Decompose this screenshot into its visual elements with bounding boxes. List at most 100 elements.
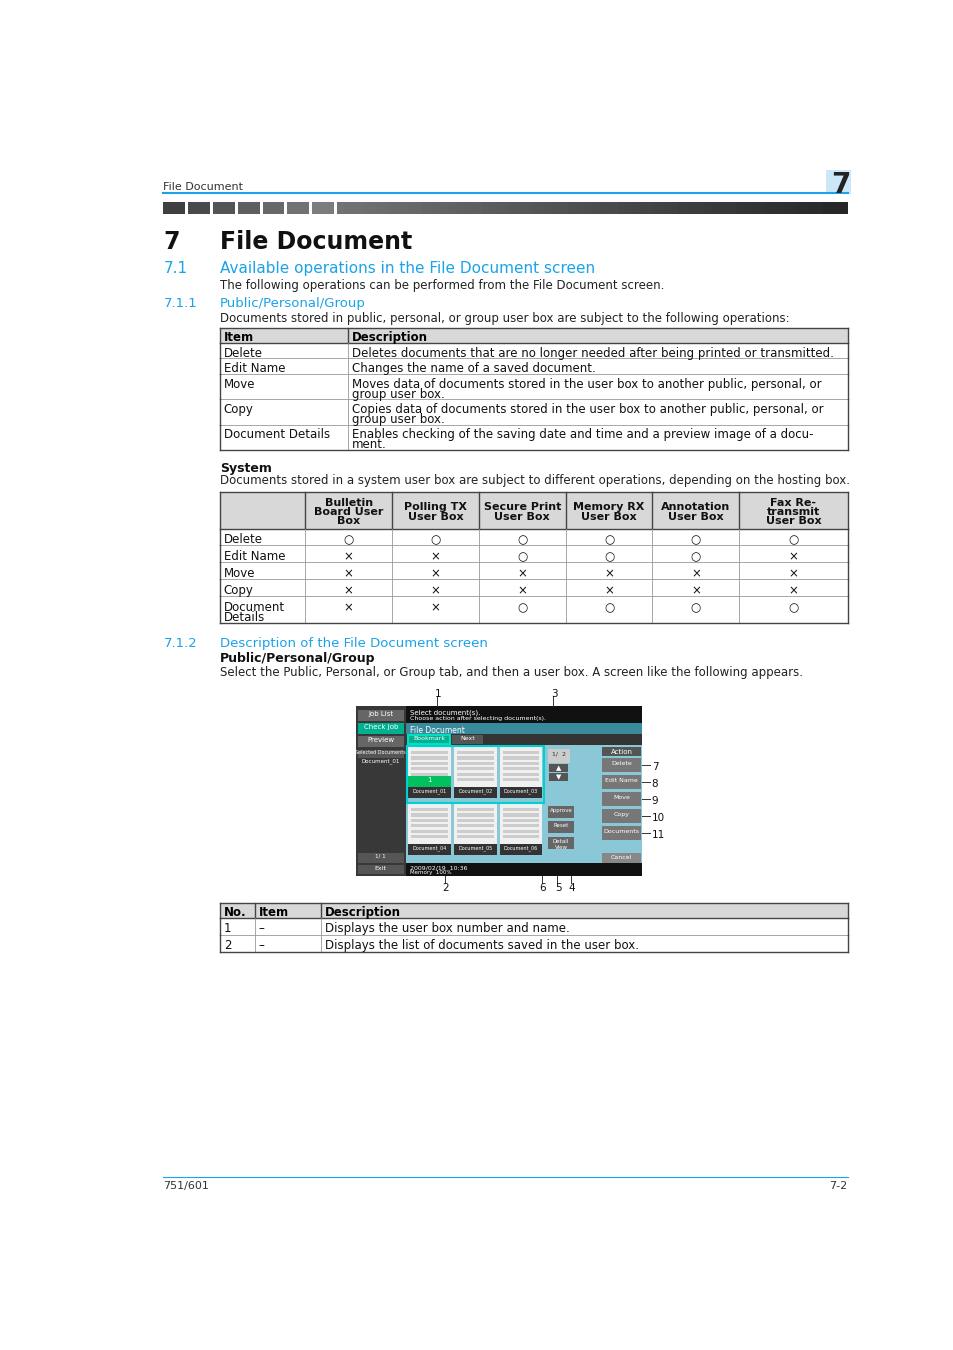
Bar (430, 202, 439, 215)
Bar (220, 400, 847, 424)
Text: ○: ○ (517, 549, 527, 563)
Text: ○: ○ (603, 601, 614, 614)
Bar (601, 792, 640, 806)
Bar (502, 767, 538, 771)
Bar (220, 424, 847, 450)
Bar (456, 836, 493, 838)
Bar (456, 202, 465, 215)
Bar (601, 853, 640, 863)
Text: User Box: User Box (407, 512, 463, 521)
Text: Move: Move (224, 567, 255, 580)
Bar (357, 749, 403, 757)
Text: 3: 3 (550, 690, 557, 699)
Bar (540, 202, 550, 215)
Text: Document_01: Document_01 (412, 788, 446, 794)
Bar (456, 809, 493, 811)
Text: ×: × (690, 567, 700, 580)
Text: Memory  100%: Memory 100% (410, 871, 451, 875)
Bar (438, 202, 448, 215)
Bar (499, 844, 542, 855)
Bar (502, 836, 538, 838)
Bar (220, 328, 847, 343)
Bar (456, 778, 493, 782)
Text: 1/  2: 1/ 2 (551, 752, 565, 757)
Text: ○: ○ (690, 549, 700, 563)
Bar (502, 809, 538, 811)
Text: ×: × (788, 549, 798, 563)
Text: 6: 6 (538, 883, 545, 894)
Text: Secure Print: Secure Print (483, 502, 560, 513)
Text: Description: Description (324, 906, 400, 919)
Text: Documents stored in a system user box are subject to different operations, depen: Documents stored in a system user box ar… (220, 474, 849, 487)
Bar (600, 202, 609, 215)
Bar (549, 774, 567, 782)
Bar (456, 830, 493, 833)
Bar (220, 374, 847, 400)
Text: Preview: Preview (367, 737, 394, 744)
Text: group user box.: group user box. (352, 387, 444, 401)
Bar (454, 787, 497, 798)
Bar (502, 814, 538, 817)
Text: ×: × (343, 585, 354, 597)
Bar (411, 830, 447, 833)
Bar (456, 756, 493, 760)
Text: Document_02: Document_02 (457, 788, 492, 794)
Text: Document_04: Document_04 (412, 845, 446, 852)
Text: ×: × (788, 585, 798, 597)
Bar (406, 734, 641, 745)
Text: Item: Item (224, 331, 253, 344)
Bar (411, 767, 447, 771)
Bar (408, 787, 451, 798)
Bar (524, 202, 533, 215)
Text: ment.: ment. (352, 439, 386, 451)
Text: ○: ○ (517, 601, 527, 614)
Text: ○: ○ (690, 601, 700, 614)
Bar (414, 202, 422, 215)
Text: The following operations can be performed from the File Document screen.: The following operations can be performe… (220, 279, 663, 292)
Bar (601, 775, 640, 788)
Text: 1: 1 (435, 690, 441, 699)
Text: 7: 7 (830, 171, 849, 200)
Bar (454, 805, 497, 844)
Text: ○: ○ (603, 549, 614, 563)
Bar (839, 202, 847, 215)
Bar (220, 358, 847, 374)
Text: 7.1.1: 7.1.1 (163, 297, 197, 309)
Bar (345, 202, 355, 215)
Bar (407, 734, 450, 744)
Text: Approve: Approve (549, 809, 572, 813)
Bar (502, 819, 538, 822)
Bar (220, 579, 847, 597)
Text: ○: ○ (603, 533, 614, 547)
Text: Action: Action (610, 749, 632, 755)
Text: Next: Next (460, 736, 475, 741)
Text: ×: × (517, 585, 527, 597)
Text: Document_05: Document_05 (457, 845, 492, 852)
Bar (720, 202, 728, 215)
Bar (454, 844, 497, 855)
Text: Deletes documents that are no longer needed after being printed or transmitted.: Deletes documents that are no longer nee… (352, 347, 833, 360)
Bar (355, 706, 406, 876)
Bar (411, 778, 447, 782)
Text: Copies data of documents stored in the user box to another public, personal, or: Copies data of documents stored in the u… (352, 404, 822, 416)
Text: group user box.: group user box. (352, 413, 444, 427)
Text: Document Details: Document Details (224, 428, 330, 441)
Bar (220, 597, 847, 624)
Bar (796, 202, 804, 215)
Text: Documents: Documents (603, 829, 639, 834)
Text: ○: ○ (787, 601, 798, 614)
Bar (575, 202, 583, 215)
Bar (357, 724, 403, 734)
Text: Choose action after selecting document(s).: Choose action after selecting document(s… (410, 716, 545, 721)
Bar (502, 756, 538, 760)
Bar (761, 202, 771, 215)
Bar (532, 202, 541, 215)
Bar (481, 202, 490, 215)
Bar (499, 787, 542, 798)
Text: Copy: Copy (613, 811, 629, 817)
Text: ○: ○ (690, 533, 700, 547)
Text: Check Job: Check Job (363, 724, 397, 730)
Text: ○: ○ (517, 533, 527, 547)
Bar (379, 202, 388, 215)
Text: User Box: User Box (580, 512, 637, 521)
